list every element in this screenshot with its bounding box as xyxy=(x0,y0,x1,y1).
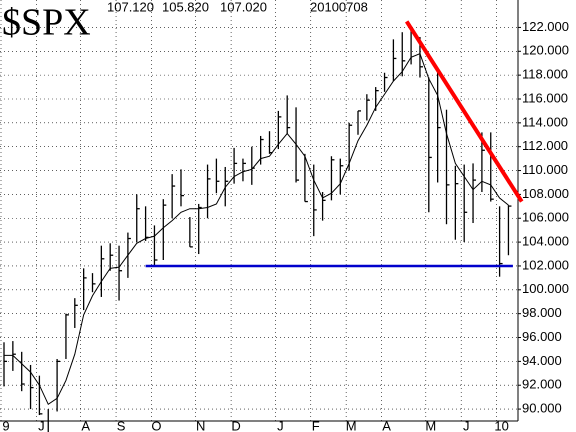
y-tick-label: 112.000 xyxy=(522,138,568,153)
x-tick-label: J xyxy=(463,418,470,432)
y-tick-label: 108.000 xyxy=(522,186,569,201)
quote-low: 105.820 xyxy=(162,0,209,14)
trend-line xyxy=(404,20,524,203)
x-tick-label: O xyxy=(151,418,161,432)
x-tick-label: M xyxy=(425,418,436,432)
y-tick-label: 92.000 xyxy=(522,377,562,392)
y-tick-label: 102.000 xyxy=(522,257,569,272)
x-tick-label: A xyxy=(81,418,90,432)
x-tick-label: 10 xyxy=(494,418,508,432)
y-tick-label: 104.000 xyxy=(522,234,569,249)
moving-average xyxy=(4,53,509,406)
x-tick-label: M xyxy=(346,418,357,432)
x-tick-label: F xyxy=(312,418,320,432)
y-tick-label: 110.000 xyxy=(522,162,568,177)
y-tick-label: 120.000 xyxy=(522,43,569,58)
y-tick-label: 106.000 xyxy=(522,210,569,225)
y-tick-label: 122.000 xyxy=(522,19,569,34)
chart-title: $SPX xyxy=(2,2,91,44)
y-tick-label: 98.000 xyxy=(522,305,562,320)
y-tick-label: 114.000 xyxy=(522,114,568,129)
quote-close: 107.020 xyxy=(220,0,267,14)
y-tick-label: 116.000 xyxy=(522,90,568,105)
y-tick-label: 100.000 xyxy=(522,281,569,296)
x-tick-label: 9 xyxy=(2,418,9,432)
y-tick-label: 90.000 xyxy=(522,401,562,416)
x-tick-label: A xyxy=(382,418,391,432)
x-tick-label: S xyxy=(117,418,126,432)
x-tick-label: N xyxy=(196,418,205,432)
x-tick-label: D xyxy=(231,418,240,432)
y-tick-label: 96.000 xyxy=(522,329,562,344)
quote-date: 20100708 xyxy=(310,0,368,14)
quote-open: 107.120 xyxy=(107,0,154,14)
x-tick-label: J xyxy=(277,418,284,432)
y-tick-label: 94.000 xyxy=(522,353,562,368)
x-tick-label: J xyxy=(38,418,45,432)
y-tick-label: 118.000 xyxy=(522,67,568,82)
